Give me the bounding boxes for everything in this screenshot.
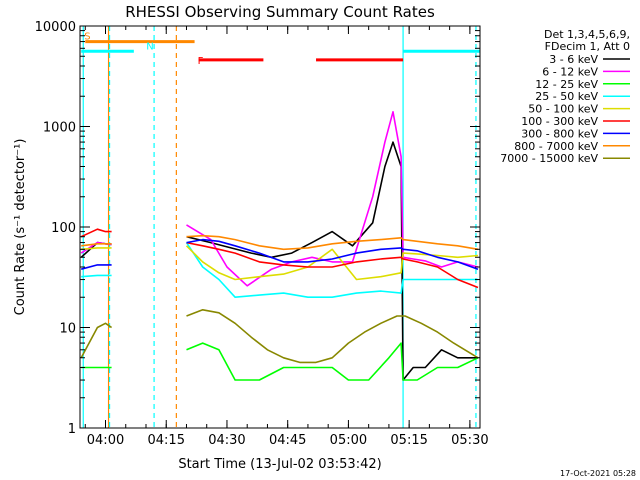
x-tick-label-05-00: 05:00 (330, 433, 367, 448)
legend-header-line-0: Det 1,3,4,5,6,9, (544, 28, 630, 41)
x-axis: 04:00 04:15 04:30 04:45 05:00 05:15 05:30 (84, 26, 489, 448)
y-tick-label-1000: 1000 (43, 121, 76, 136)
series-line-3-6-kev-1 (186, 141, 478, 381)
y-tick-label-100: 100 (51, 221, 76, 236)
x-tick-label-04-15: 04:15 (148, 433, 185, 448)
flag-label-s: S (84, 32, 90, 43)
legend-label-6-12-kev: 6 - 12 keV (542, 65, 598, 78)
series-line-800-7000-kev-1 (186, 234, 479, 251)
series-line-25-50-kev-1 (185, 242, 478, 299)
legend-label-300-800-kev: 300 - 800 keV (521, 127, 598, 140)
series-line-100-300-kev-1 (186, 241, 479, 289)
legend-header-line-1: FDecim 1, Att 0 (545, 40, 630, 53)
flag-label-f: F (198, 56, 204, 67)
y-tick-label-10: 10 (59, 322, 76, 337)
legend-label-7000-15000-kev: 7000 - 15000 keV (500, 152, 598, 165)
series-line-300-800-kev-1 (186, 238, 479, 270)
legend: Det 1,3,4,5,6,9,FDecim 1, Att 03 - 6 keV… (500, 28, 630, 165)
y-axis-label: Count Rate (s⁻¹ detector⁻¹) (13, 139, 28, 316)
series-line-7000-15000-kev-0 (80, 322, 113, 359)
series-line-25-50-kev-0 (81, 274, 112, 278)
x-axis-label: Start Time (13-Jul-02 03:53:42) (178, 457, 381, 472)
y-tick-label-1: 1 (68, 422, 76, 437)
y-axis: 1 10 100 1000 10000 (35, 20, 480, 437)
footer-date: 17-Oct-2021 05:28 (560, 469, 636, 478)
series-line-100-300-kev-0 (80, 228, 112, 238)
x-tick-label-04-30: 04:30 (208, 433, 245, 448)
data-series (80, 111, 479, 381)
x-tick-label-04-45: 04:45 (269, 433, 306, 448)
x-tick-label-04-00: 04:00 (87, 433, 124, 448)
legend-label-25-50-kev: 25 - 50 keV (535, 90, 598, 103)
legend-label-3-6-kev: 3 - 6 keV (549, 53, 598, 66)
series-line-7000-15000-kev-1 (186, 308, 479, 364)
series-line-12-25-kev-1 (186, 342, 479, 381)
series-line-6-12-kev-1 (186, 111, 479, 287)
series-line-800-7000-kev-0 (81, 243, 112, 247)
legend-label-12-25-kev: 12 - 25 keV (535, 78, 598, 91)
flag-label-n: N (146, 41, 153, 52)
legend-label-50-100-kev: 50 - 100 keV (528, 103, 598, 116)
x-tick-label-05-30: 05:30 (451, 433, 488, 448)
x-tick-label-05-15: 05:15 (390, 433, 427, 448)
y-tick-label-10000: 10000 (35, 20, 76, 35)
series-line-50-100-kev-0 (81, 247, 112, 251)
legend-label-100-300-kev: 100 - 300 keV (521, 115, 598, 128)
chart-title: RHESSI Observing Summary Count Rates (125, 3, 435, 21)
observing-flags: S N F (81, 32, 480, 67)
legend-label-800-7000-kev: 800 - 7000 keV (514, 140, 598, 153)
series-line-300-800-kev-0 (80, 264, 112, 270)
